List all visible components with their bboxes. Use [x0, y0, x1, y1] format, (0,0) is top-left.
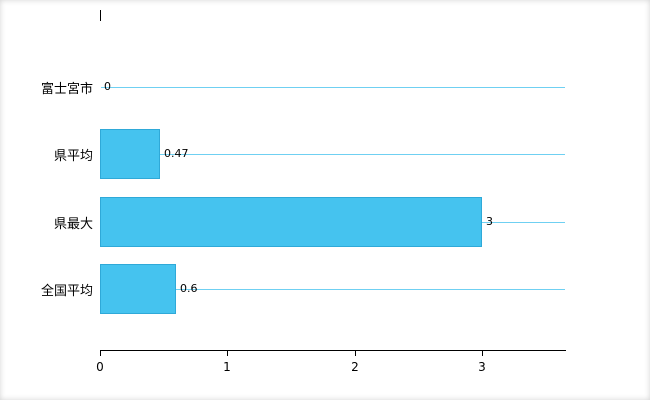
category-label: 全国平均: [40, 284, 93, 299]
x-axis-tick: [227, 350, 228, 356]
x-axis-tick: [100, 350, 101, 356]
category-label: 富士宮市: [40, 82, 93, 97]
y-axis-top-tick: [100, 10, 101, 21]
x-axis-tick-label: 2: [351, 360, 359, 374]
x-axis-line: [100, 350, 566, 351]
value-label: 0.47: [164, 147, 189, 160]
category-gridline: [101, 87, 565, 88]
value-label: 0: [104, 80, 111, 93]
bar: [100, 129, 160, 179]
x-axis-tick-label: 3: [478, 360, 486, 374]
category-label: 県最大: [53, 217, 93, 232]
category-label: 県平均: [53, 149, 93, 164]
category-gridline: [101, 289, 565, 290]
bar: [100, 264, 176, 314]
x-axis-tick-label: 0: [96, 360, 104, 374]
x-axis-tick-label: 1: [223, 360, 231, 374]
bar: [100, 197, 482, 247]
category-gridline: [101, 154, 565, 155]
value-label: 3: [486, 215, 493, 228]
x-axis-tick: [482, 350, 483, 356]
x-axis-tick: [355, 350, 356, 356]
value-label: 0.6: [180, 282, 198, 295]
